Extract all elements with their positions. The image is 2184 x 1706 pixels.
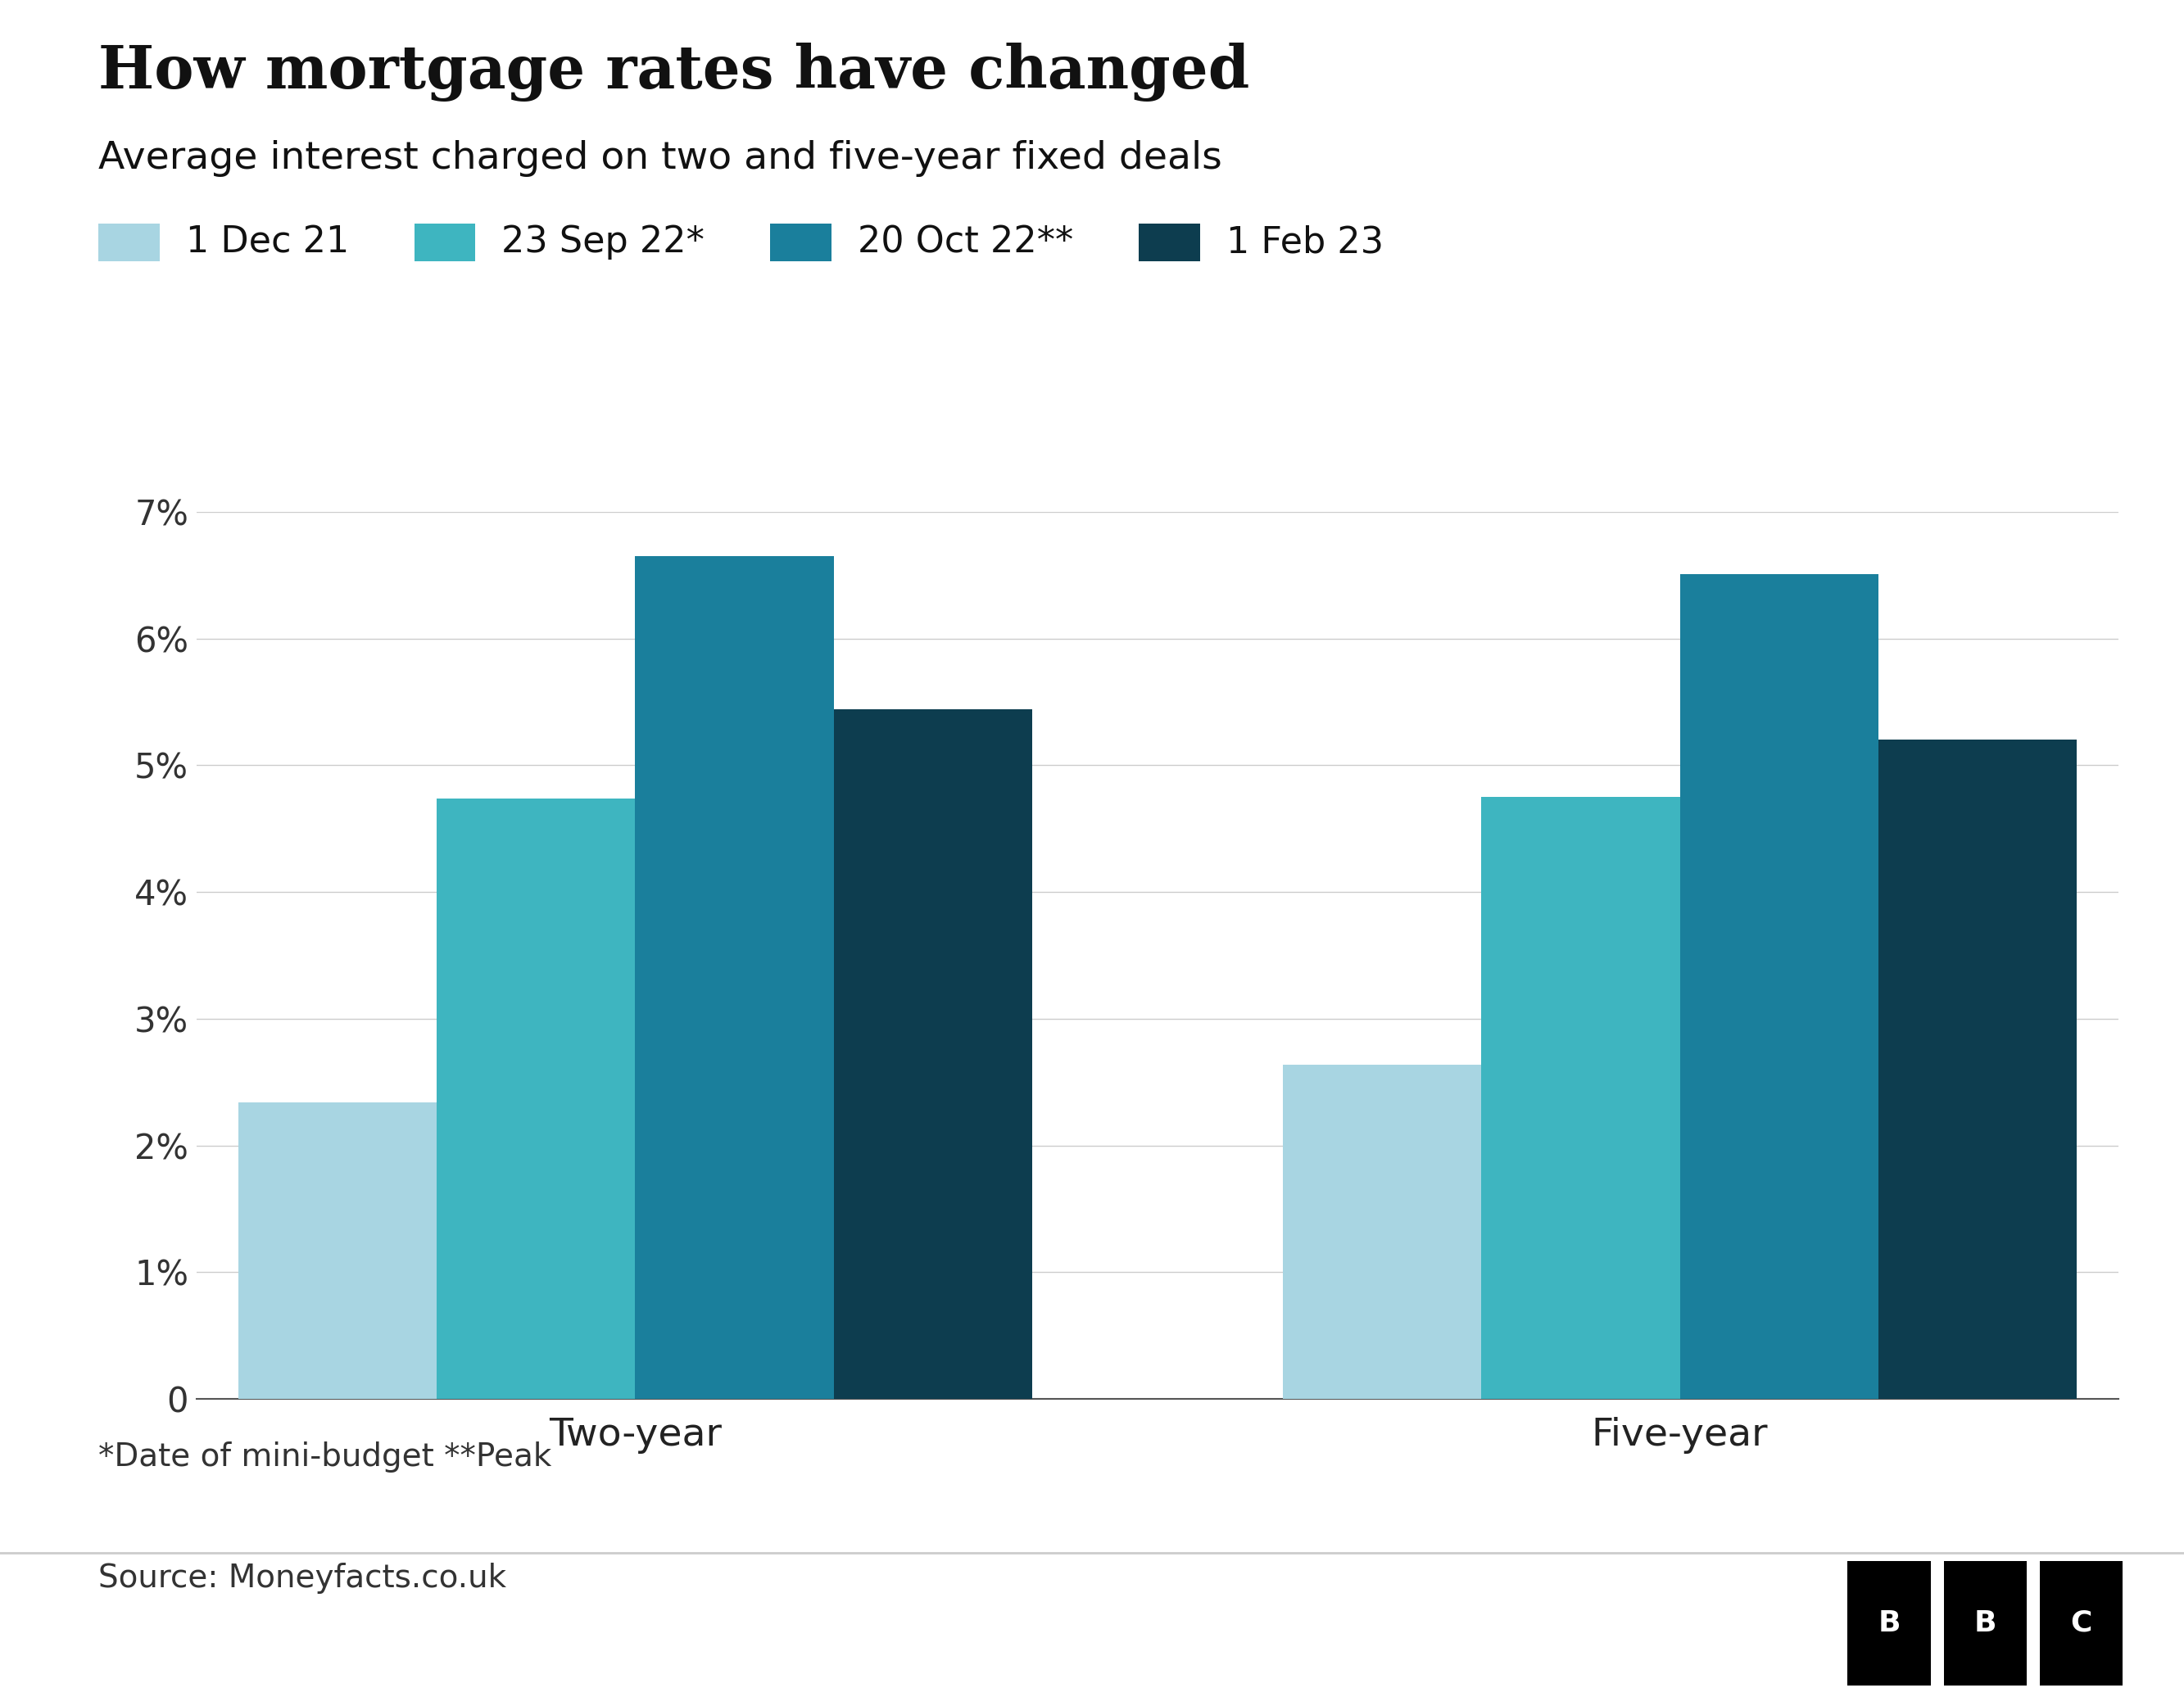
Bar bbox=[1282, 1065, 1481, 1399]
Bar bbox=[1481, 797, 1679, 1399]
Bar bbox=[238, 1102, 437, 1399]
Text: 1 Feb 23: 1 Feb 23 bbox=[1225, 225, 1385, 259]
Text: How mortgage rates have changed: How mortgage rates have changed bbox=[98, 43, 1249, 102]
Bar bbox=[636, 556, 834, 1399]
Bar bbox=[1878, 740, 2077, 1399]
Text: 20 Oct 22**: 20 Oct 22** bbox=[858, 225, 1072, 259]
Bar bbox=[834, 710, 1033, 1399]
Text: B: B bbox=[1878, 1609, 1900, 1638]
Text: Average interest charged on two and five-year fixed deals: Average interest charged on two and five… bbox=[98, 140, 1223, 177]
Bar bbox=[1679, 573, 1878, 1399]
Text: *Date of mini-budget **Peak: *Date of mini-budget **Peak bbox=[98, 1442, 553, 1472]
Text: Source: Moneyfacts.co.uk: Source: Moneyfacts.co.uk bbox=[98, 1563, 507, 1593]
Bar bbox=[437, 798, 636, 1399]
Text: B: B bbox=[1974, 1609, 1996, 1638]
Text: 1 Dec 21: 1 Dec 21 bbox=[186, 225, 349, 259]
Text: 23 Sep 22*: 23 Sep 22* bbox=[502, 225, 705, 259]
Text: C: C bbox=[2070, 1609, 2092, 1638]
